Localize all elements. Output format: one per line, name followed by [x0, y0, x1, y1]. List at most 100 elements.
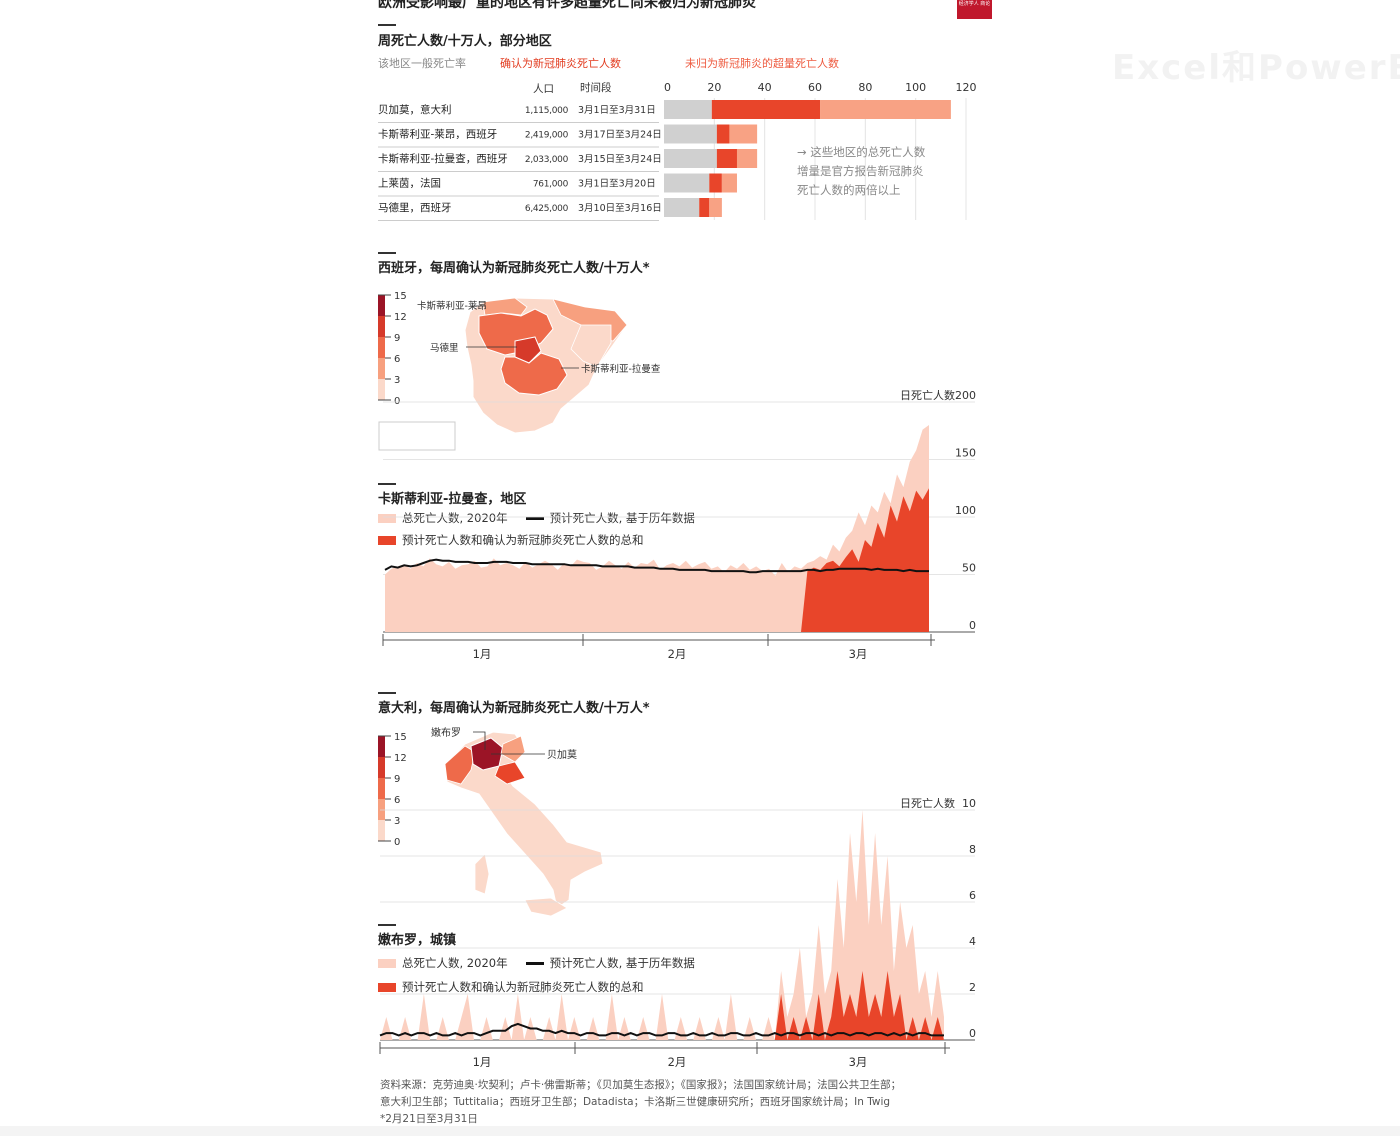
region-east — [570, 324, 612, 368]
legend-swatch-line — [525, 961, 544, 965]
bar-segment — [664, 198, 700, 217]
x-tick-label: 1月 — [473, 647, 492, 661]
area-total-deaths — [385, 425, 929, 632]
region-sicily — [524, 897, 568, 917]
bar-segment — [729, 124, 758, 144]
source-line: 资料来源：克劳迪奥·坎契利；卢卡·佛雷斯蒂；《贝加莫生态报》；《国家报》；法国国… — [380, 1079, 902, 1091]
area-expected-plus-confirmed — [380, 971, 944, 1040]
region-bar-chart: 人口 时间段 0 20 40 60 80 100 120 贝加莫，意大利 1,115,000 3月1日… — [378, 81, 977, 221]
annotation-line: 增量是官方报告新冠肺炎 — [797, 164, 924, 178]
scale-swatch — [378, 337, 385, 358]
bar-segment — [716, 124, 730, 144]
italy-map: 15 12 9 6 3 0 嫩布罗 贝加莫 — [378, 726, 604, 917]
x-tick-label: 2月 — [668, 647, 687, 661]
area-expected-plus-confirmed — [385, 488, 929, 632]
y-tick-label: 4 — [969, 935, 976, 948]
x-tick-label: 80 — [858, 81, 872, 94]
area-total-deaths — [380, 810, 944, 1040]
row-population: 1,115,000 — [525, 106, 569, 116]
bar-segment — [721, 173, 737, 193]
bar-segment — [664, 124, 717, 144]
bar-segment — [664, 173, 710, 193]
watermark: Excel和PowerBI — [1112, 48, 1400, 88]
x-tick-label: 120 — [956, 81, 977, 94]
bar-segment — [711, 100, 821, 119]
italy-regions — [444, 731, 604, 917]
scale-label: 12 — [394, 753, 407, 764]
x-tick-label: 2月 — [668, 1055, 687, 1069]
scale-label: 15 — [394, 291, 407, 302]
bottom-bar — [0, 1126, 1400, 1136]
row-label: 卡斯蒂利亚-莱昂，西班牙 — [378, 128, 497, 141]
map-label-castile-lamancha: 卡斯蒂利亚-拉曼查 — [581, 363, 661, 375]
region-madrid — [514, 336, 542, 364]
scale-label: 12 — [394, 312, 407, 323]
page-headline: 欧洲受影响最广重的地区有许多超量死亡尚未被归为新冠肺炎 — [378, 0, 756, 11]
section-rule — [378, 692, 396, 694]
row-label: 卡斯蒂利亚-拉曼查，西班牙 — [378, 152, 508, 165]
scale-label: 15 — [394, 732, 407, 743]
scale-swatch — [378, 379, 385, 400]
legend-swatch — [378, 513, 396, 523]
scale-label: 0 — [394, 837, 400, 848]
scale-label: 3 — [394, 816, 400, 827]
section3-title: 卡斯蒂利亚-拉曼查，地区 — [378, 492, 527, 507]
x-tick-label: 60 — [808, 81, 822, 94]
scale-swatch — [378, 799, 385, 820]
row-population: 6,425,000 — [525, 204, 569, 214]
source-line: 意大利卫生部；Tuttitalia；西班牙卫生部；Datadista；卡洛斯三世… — [380, 1096, 891, 1108]
section-rule — [378, 24, 396, 26]
bar-segment — [736, 149, 758, 168]
bar-segment — [709, 198, 722, 217]
row-population: 761,000 — [533, 180, 569, 190]
x-tick-label: 3月 — [849, 647, 868, 661]
legend-baseline: 该地区一般死亡率 — [378, 57, 466, 70]
section-rule — [378, 252, 396, 254]
row-label: 贝加莫，意大利 — [378, 103, 452, 116]
bar-segment — [716, 149, 737, 168]
legend-swatch — [378, 982, 396, 992]
bar-segment — [699, 198, 710, 217]
scale-label: 0 — [394, 396, 400, 407]
col-header-period: 时间段 — [580, 81, 612, 94]
legend-swatch — [378, 535, 396, 545]
x-tick-label: 100 — [905, 81, 926, 94]
row-period: 3月1日至3月31日 — [578, 105, 656, 116]
section5-title: 嫩布罗，城镇 — [378, 933, 457, 948]
row-period: 3月17日至3月24日 — [578, 130, 662, 141]
row-population: 2,419,000 — [525, 131, 569, 141]
scale-swatch — [378, 736, 385, 757]
scale-label: 6 — [394, 354, 400, 365]
bar-segment — [709, 173, 722, 193]
row-period: 3月15日至3月24日 — [578, 154, 662, 165]
scale-swatch — [378, 295, 385, 316]
legend-item: 预计死亡人数和确认为新冠肺炎死亡人数的总和 — [378, 979, 644, 995]
nembro-chart: 0 2 4 6 8 10 日死亡人数 1月 2月 3月 — [379, 798, 976, 1069]
row-label: 上莱茵，法国 — [378, 177, 441, 190]
section-rule — [378, 483, 396, 485]
map-label-bergamo: 贝加莫 — [547, 749, 577, 761]
section2-title: 西班牙，每周确认为新冠肺炎死亡人数/十万人* — [378, 261, 650, 276]
map-label-castile-leon: 卡斯蒂利亚-莱昂 — [417, 300, 487, 312]
scale-swatch — [378, 820, 385, 841]
annotation-line: → 这些地区的总死亡人数 — [797, 145, 926, 159]
legend-label: 总死亡人数, 2020年 — [402, 511, 508, 525]
scale-swatch — [378, 757, 385, 778]
legend-item: 总死亡人数, 2020年 预计死亡人数, 基于历年数据 — [378, 510, 695, 526]
line-expected-deaths — [379, 1022, 944, 1037]
y-tick-label: 2 — [969, 981, 976, 994]
y-tick-label: 200 — [955, 390, 976, 402]
scale-label: 9 — [394, 333, 400, 344]
legend-label: 总死亡人数, 2020年 — [402, 956, 508, 970]
row-period: 3月1日至3月20日 — [578, 179, 656, 190]
spain-regions — [464, 297, 628, 434]
region-veneto — [500, 735, 526, 763]
spain-map: 15 12 9 6 3 0 卡斯蒂利亚-莱昂 马德里 卡斯蒂利亚-拉曼查 — [378, 291, 661, 451]
region-emilia — [494, 761, 526, 785]
source-note: 资料来源：克劳迪奥·坎契利；卢卡·佛雷斯蒂；《贝加莫生态报》；《国家报》；法国国… — [380, 1077, 1000, 1128]
legend-label: 预计死亡人数, 基于历年数据 — [549, 511, 695, 525]
economist-logo: 经济学人 商论 — [957, 0, 992, 19]
section4-title: 意大利，每周确认为新冠肺炎死亡人数/十万人* — [378, 701, 650, 716]
region-piedmont — [444, 745, 476, 785]
color-scale: 15 12 9 6 3 0 — [378, 732, 407, 848]
